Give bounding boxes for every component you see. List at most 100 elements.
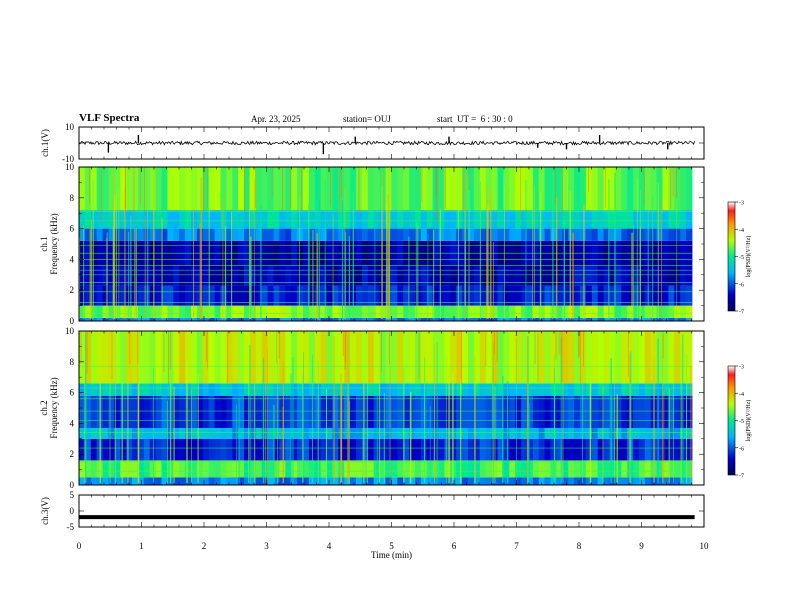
spectrogram-cell xyxy=(426,210,434,229)
spectrogram-cell xyxy=(155,428,162,439)
spectrogram-cell xyxy=(438,428,445,439)
spectrogram-cell xyxy=(238,383,245,396)
spectrogram-cell xyxy=(90,228,98,241)
spectrogram-cell xyxy=(479,331,487,384)
spectrogram-cell xyxy=(84,438,92,461)
spectrogram-cell xyxy=(332,460,339,478)
spectrogram-cell xyxy=(303,265,310,286)
spectrogram-cell xyxy=(291,331,298,384)
spectrogram-cell xyxy=(220,317,227,321)
spectrogram-cell xyxy=(580,383,587,396)
spectrogram-cell xyxy=(497,210,504,229)
spectrogram-cell xyxy=(102,228,109,241)
spectrogram-cell xyxy=(674,305,681,318)
spectrogram-cell xyxy=(397,167,404,211)
spectrogram-cell xyxy=(102,428,109,439)
time-tick-label: 4 xyxy=(327,541,332,551)
spectrogram-cell xyxy=(149,210,156,229)
spectrogram-cell xyxy=(468,317,475,321)
spectrogram-cell xyxy=(521,210,528,229)
spectrogram-cell xyxy=(633,228,640,241)
ch2-spectrogram-image xyxy=(79,331,693,485)
spectrogram-cell xyxy=(568,210,575,229)
spectrogram-cell xyxy=(644,167,652,211)
spectrogram-cell xyxy=(273,228,280,241)
spectrogram-cell xyxy=(609,285,616,306)
spectrogram-cell xyxy=(585,285,593,306)
spectrogram-cell xyxy=(185,228,192,241)
spectrogram-cell xyxy=(220,477,227,485)
spectrogram-cell xyxy=(249,210,257,229)
spectrogram-cell xyxy=(668,317,675,321)
spectrogram-cell xyxy=(161,460,168,478)
spectrogram-cell xyxy=(226,331,233,384)
spectrogram-cell xyxy=(491,167,498,211)
spectrogram-cell xyxy=(79,228,86,241)
spectrogram-cell xyxy=(621,210,628,229)
spectrogram-cell xyxy=(391,285,398,306)
spectrogram-cell xyxy=(149,228,156,241)
spectrogram-cell xyxy=(120,331,127,384)
spectrogram-cell xyxy=(468,305,475,318)
spectrogram-cell xyxy=(550,460,557,478)
spectrogram-cell xyxy=(609,438,616,461)
spectrogram-cell xyxy=(332,210,339,229)
spectrogram-cell xyxy=(185,428,192,439)
spectrogram-cell xyxy=(674,383,681,396)
spectrogram-cell xyxy=(114,210,121,229)
spectrogram-cell xyxy=(562,167,569,211)
spectrogram-cell xyxy=(426,285,434,306)
spectrogram-cell xyxy=(173,395,180,428)
spectrogram-cell xyxy=(462,438,469,461)
spectrogram-cell xyxy=(444,210,451,229)
spectrogram-cell xyxy=(79,438,86,461)
spectrogram-cell xyxy=(285,210,292,229)
spectrogram-cell xyxy=(108,305,115,318)
spectrogram-cell xyxy=(332,305,339,318)
spectrogram-cell xyxy=(326,395,333,428)
spectrogram-cell xyxy=(409,383,416,396)
spectrogram-cell xyxy=(656,305,663,318)
spectrogram-cell xyxy=(662,317,669,321)
spectrogram-cell xyxy=(515,228,522,241)
spectrogram-cell xyxy=(90,305,98,318)
spectrogram-cell xyxy=(126,167,133,211)
spectrogram-cell xyxy=(291,167,298,211)
spectrogram-cell xyxy=(686,265,693,286)
spectrogram-cell xyxy=(214,228,221,241)
spectrogram-cell xyxy=(344,167,351,211)
spectrogram-cell xyxy=(609,210,616,229)
spectrogram-cell xyxy=(185,167,192,211)
spectrogram-cell xyxy=(568,265,575,286)
spectrogram-cell xyxy=(303,331,310,384)
spectrogram-cell xyxy=(79,428,86,439)
spectrogram-cell xyxy=(96,210,103,229)
spectrogram-cell xyxy=(473,167,481,211)
spectrogram-cell xyxy=(515,331,522,384)
spectrogram-cell xyxy=(644,395,652,428)
spectrogram-cell xyxy=(468,383,475,396)
spectrogram-cell xyxy=(509,438,516,461)
spectrogram-cell xyxy=(102,331,109,384)
spectrogram-cell xyxy=(580,438,587,461)
spectrogram-cell xyxy=(137,438,145,461)
spectrogram-cell xyxy=(255,383,263,396)
spectrogram-cell xyxy=(438,210,445,229)
spectrogram-cell xyxy=(585,428,593,439)
spectrogram-cell xyxy=(674,228,681,241)
spectrogram-cell xyxy=(367,438,375,461)
spectrogram-cell xyxy=(509,285,516,306)
spectrogram-cell xyxy=(574,285,581,306)
spectrogram-cell xyxy=(279,265,286,286)
spectrogram-cell xyxy=(597,460,604,478)
spectrogram-cell xyxy=(326,331,333,384)
spectrogram-cell xyxy=(114,477,121,485)
spectrogram-cell xyxy=(202,228,210,241)
spectrogram-cell xyxy=(285,395,292,428)
spectrogram-cell xyxy=(167,210,174,229)
spectrogram-cell xyxy=(255,228,263,241)
spectrogram-cell xyxy=(391,317,398,321)
spectrogram-cell xyxy=(544,331,551,384)
spectrogram-cell xyxy=(267,210,274,229)
